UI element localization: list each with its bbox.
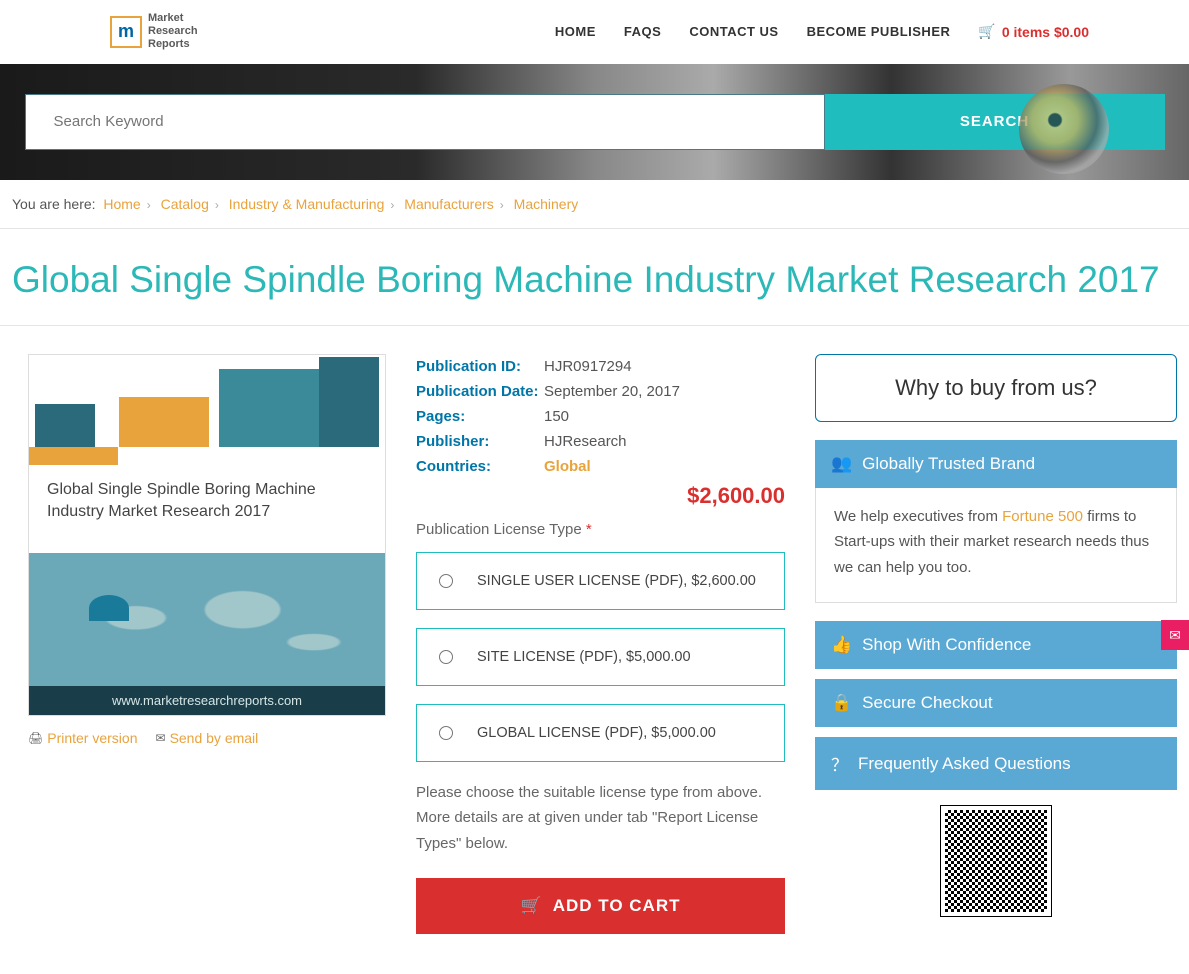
envelope-icon: ✉ xyxy=(1169,627,1181,644)
breadcrumb-catalog[interactable]: Catalog xyxy=(161,196,209,212)
logo-mark: m xyxy=(110,16,142,48)
cart-link[interactable]: 🛒 0 items $0.00 xyxy=(978,23,1089,40)
mail-tab[interactable]: ✉ xyxy=(1161,620,1189,650)
license-radio-site[interactable] xyxy=(439,650,453,664)
question-icon: ？ xyxy=(831,751,848,776)
search-input[interactable] xyxy=(25,94,825,150)
cart-icon: 🛒 xyxy=(521,896,543,916)
product-hero-image xyxy=(29,355,385,465)
sidebar-trusted-brand[interactable]: 👥Globally Trusted Brand xyxy=(815,440,1177,488)
meta-table: Publication ID:HJR0917294 Publication Da… xyxy=(416,354,785,479)
nav-publisher[interactable]: BECOME PUBLISHER xyxy=(807,24,951,39)
meta-countries-label: Countries: xyxy=(416,458,544,475)
license-radio-single[interactable] xyxy=(439,574,453,588)
breadcrumb-manufacturers[interactable]: Manufacturers xyxy=(404,196,493,212)
nav-contact[interactable]: CONTACT US xyxy=(689,24,778,39)
cart-text: 0 items $0.00 xyxy=(1002,24,1089,40)
license-help-text: Please choose the suitable license type … xyxy=(416,780,785,857)
logo-text: MarketResearchReports xyxy=(148,12,198,52)
sidebar-trusted-content: We help executives from Fortune 500 firm… xyxy=(815,488,1177,604)
nav-faqs[interactable]: FAQS xyxy=(624,24,661,39)
meta-pubdate-label: Publication Date: xyxy=(416,383,544,400)
nav-home[interactable]: HOME xyxy=(555,24,596,39)
email-icon: ✉ xyxy=(156,731,166,745)
sidebar-secure-checkout[interactable]: 🔒Secure Checkout xyxy=(815,679,1177,727)
meta-pubid-label: Publication ID: xyxy=(416,358,544,375)
top-nav: HOME FAQS CONTACT US BECOME PUBLISHER 🛒 … xyxy=(555,23,1089,40)
meta-pubid: HJR0917294 xyxy=(544,358,632,375)
product-map-url: www.marketresearchreports.com xyxy=(29,686,385,715)
search-button[interactable]: SEARCH xyxy=(825,94,1165,150)
breadcrumb: You are here: Home› Catalog› Industry & … xyxy=(0,180,1189,229)
header: m MarketResearchReports HOME FAQS CONTAC… xyxy=(0,0,1189,64)
sidebar-faq[interactable]: ？Frequently Asked Questions xyxy=(815,737,1177,790)
meta-pages-label: Pages: xyxy=(416,408,544,425)
sidebar-shop-confidence[interactable]: 👍Shop With Confidence xyxy=(815,621,1177,669)
sidebar-column: Why to buy from us? 👥Globally Trusted Br… xyxy=(815,354,1177,917)
license-option-site[interactable]: SITE LICENSE (PDF), $5,000.00 xyxy=(416,628,785,686)
meta-countries: Global xyxy=(544,458,591,475)
breadcrumb-label: You are here: xyxy=(12,196,96,212)
details-column: Publication ID:HJR0917294 Publication Da… xyxy=(416,354,785,935)
product-card: Global Single Spindle Boring Machine Ind… xyxy=(28,354,386,717)
breadcrumb-industry[interactable]: Industry & Manufacturing xyxy=(229,196,385,212)
product-column: Global Single Spindle Boring Machine Ind… xyxy=(28,354,386,747)
why-buy-box: Why to buy from us? xyxy=(815,354,1177,422)
printer-version-link[interactable]: 🖨Printer version xyxy=(28,730,138,746)
page-title: Global Single Spindle Boring Machine Ind… xyxy=(0,229,1189,326)
hero-search: SEARCH xyxy=(0,64,1189,180)
send-email-link[interactable]: ✉Send by email xyxy=(156,730,259,746)
meta-publisher-label: Publisher: xyxy=(416,433,544,450)
license-option-single[interactable]: SINGLE USER LICENSE (PDF), $2,600.00 xyxy=(416,552,785,610)
meta-pages: 150 xyxy=(544,408,569,425)
add-to-cart-button[interactable]: 🛒 ADD TO CART xyxy=(416,878,785,934)
printer-icon: 🖨 xyxy=(28,731,43,745)
license-radio-global[interactable] xyxy=(439,726,453,740)
lock-icon: 🔒 xyxy=(831,693,852,713)
cart-icon: 🛒 xyxy=(978,23,995,40)
qr-code xyxy=(941,806,1051,916)
users-icon: 👥 xyxy=(831,454,852,474)
price: $2,600.00 xyxy=(416,483,785,509)
product-actions: 🖨Printer version ✉Send by email xyxy=(28,716,386,746)
license-type-label: Publication License Type * xyxy=(416,521,785,538)
breadcrumb-home[interactable]: Home xyxy=(103,196,140,212)
meta-pubdate: September 20, 2017 xyxy=(544,383,680,400)
logo[interactable]: m MarketResearchReports xyxy=(110,12,198,52)
license-option-global[interactable]: GLOBAL LICENSE (PDF), $5,000.00 xyxy=(416,704,785,762)
meta-publisher: HJResearch xyxy=(544,433,627,450)
product-map-image: www.marketresearchreports.com xyxy=(29,553,385,715)
thumbs-up-icon: 👍 xyxy=(831,635,852,655)
breadcrumb-machinery[interactable]: Machinery xyxy=(514,196,579,212)
product-image-title: Global Single Spindle Boring Machine Ind… xyxy=(29,465,385,554)
